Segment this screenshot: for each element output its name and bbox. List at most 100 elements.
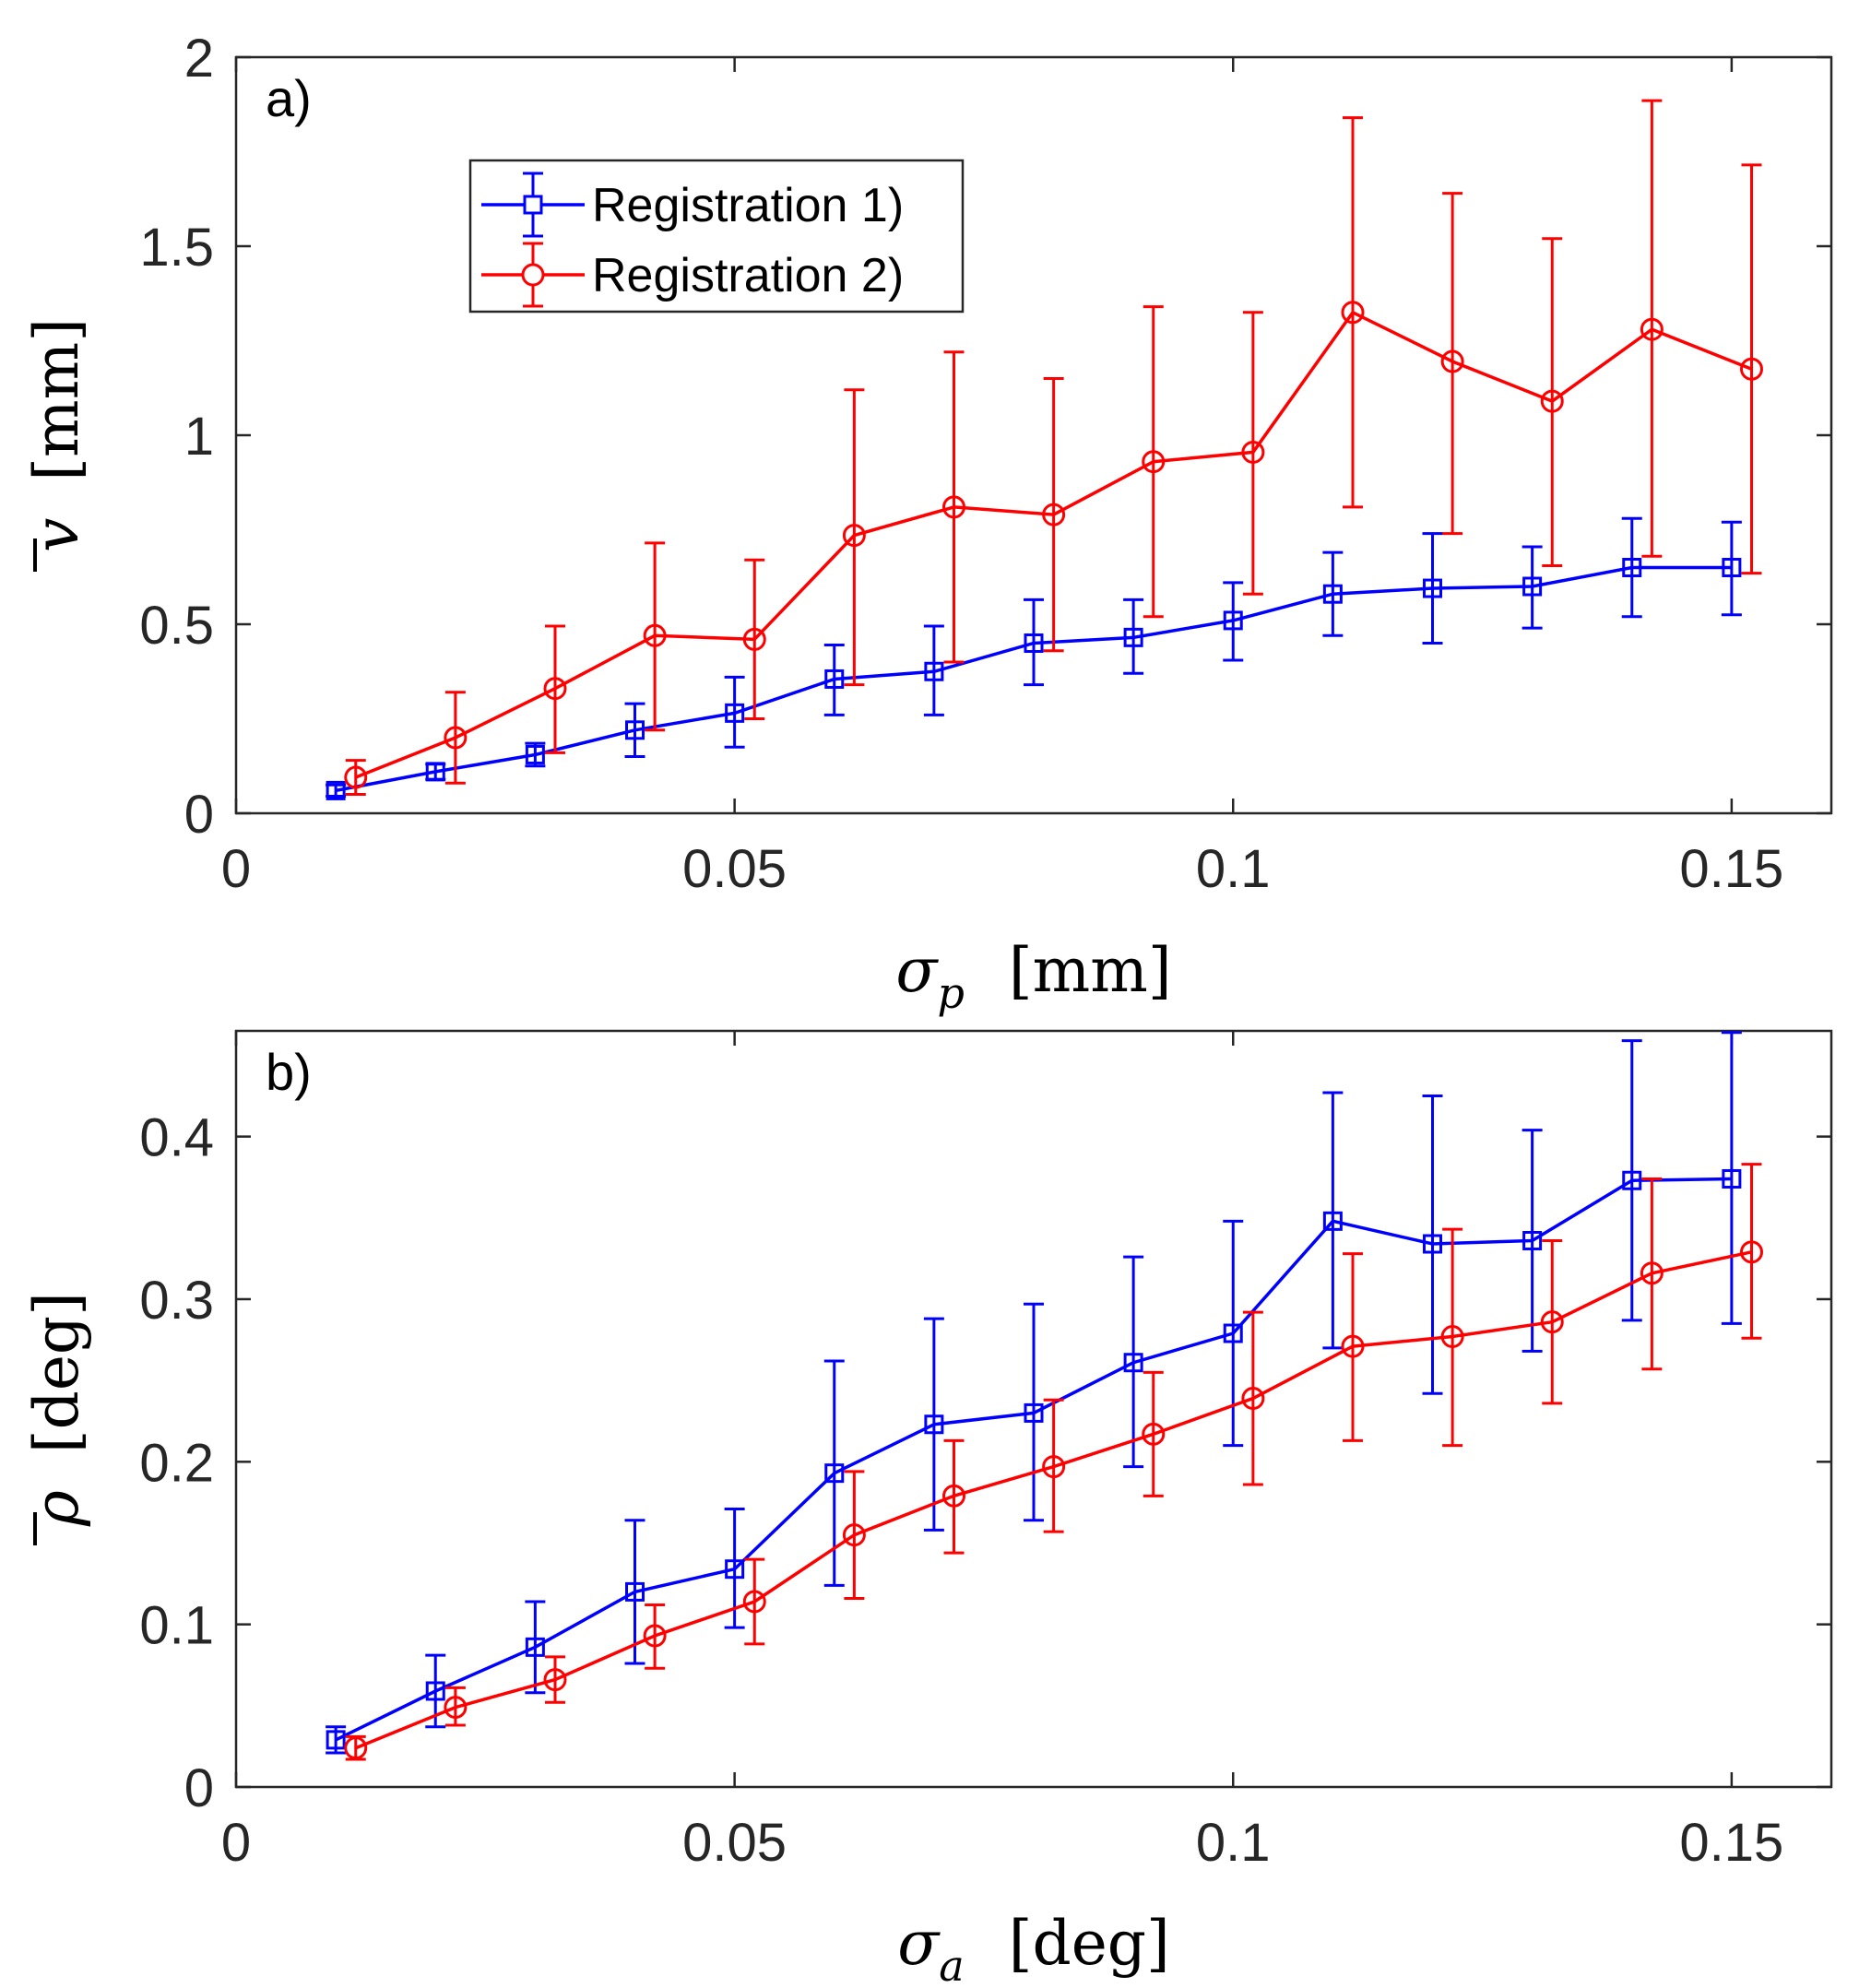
panel-a-registration-1-marker bbox=[725, 703, 745, 723]
panel-a-registration-2-marker bbox=[1142, 450, 1166, 474]
panel-a-registration-1-marker bbox=[1423, 578, 1442, 598]
panel-b-registration-2-marker bbox=[842, 1523, 866, 1547]
panel-b-registration-2-marker bbox=[1440, 1325, 1464, 1349]
panel-a-registration-2-line bbox=[355, 310, 1753, 779]
panel-b-x-symbol: σ bbox=[897, 1908, 941, 1979]
panel-b-x-tick-label: 0.05 bbox=[682, 1813, 787, 1873]
panel-b-registration-2-marker bbox=[1341, 1334, 1365, 1358]
panel-a-registration-1-marker bbox=[1024, 633, 1044, 653]
panel-b-registration-1-marker bbox=[1223, 1323, 1243, 1343]
panel-a-y-symbol: v bbox=[21, 518, 92, 552]
panel-a-y-tick-label: 1 bbox=[184, 407, 214, 467]
panel-b-x-tick-label: 0.15 bbox=[1679, 1813, 1783, 1873]
legend-label-registration-1: Registration 1) bbox=[592, 179, 904, 232]
panel-a-x-tick-label: 0 bbox=[221, 839, 251, 899]
panel-a-registration-2-marker bbox=[1341, 301, 1365, 325]
panel-b-y-tick-label: 0.4 bbox=[139, 1108, 214, 1168]
panel-b-registration-1-marker bbox=[525, 1637, 545, 1657]
panel-a-registration-2-marker bbox=[1241, 440, 1265, 464]
panel-a-y-axis-label: v [mm] bbox=[21, 318, 92, 552]
panel-b-y-unit: [deg] bbox=[21, 1292, 92, 1453]
panel-a-registration-1-marker bbox=[525, 744, 545, 764]
panel-b-registration-2-marker bbox=[543, 1668, 567, 1692]
panel-a-data bbox=[326, 99, 1763, 800]
panel-b-registration-1-marker bbox=[326, 1730, 346, 1750]
panel-b-registration-1-marker bbox=[725, 1559, 745, 1580]
panel-b-registration-2-marker bbox=[742, 1590, 766, 1614]
panel-b-registration-2-marker bbox=[1142, 1422, 1166, 1446]
legend-swatch-registration-1-marker bbox=[523, 195, 543, 215]
panel-b-registration-1-marker bbox=[625, 1581, 645, 1602]
panel-a-registration-2-marker bbox=[942, 495, 965, 519]
panel-a-registration-2-marker bbox=[842, 524, 866, 548]
legend-label-registration-2: Registration 2) bbox=[592, 249, 904, 302]
panel-a-registration-1-marker bbox=[1622, 558, 1642, 577]
panel-a-y-tick-label: 0 bbox=[184, 785, 214, 845]
panel-a-registration-2-marker bbox=[643, 623, 667, 647]
panel-b-registration-1-marker bbox=[824, 1463, 845, 1484]
legend-box bbox=[468, 159, 965, 314]
panel-b-registration-1-line bbox=[335, 1177, 1732, 1742]
panel-b-registration-2-marker bbox=[1042, 1455, 1066, 1479]
panel-b-label: b) bbox=[266, 1043, 312, 1101]
panel-b-registration-2-marker bbox=[1540, 1310, 1564, 1334]
panel-b-y-tick-label: 0.2 bbox=[139, 1433, 214, 1493]
panel-a-registration-1-marker bbox=[1123, 627, 1143, 647]
panel-a-label: a) bbox=[266, 69, 312, 127]
panel-a-registration-1-marker bbox=[326, 780, 346, 800]
panel-b-registration-2-marker bbox=[942, 1484, 965, 1508]
panel-a-ticks: 0 0.05 0.1 0.15 0 0.5 1 1.5 2 bbox=[139, 29, 1831, 899]
panel-a-registration-1-marker bbox=[1722, 558, 1742, 577]
panel-b-registration-1-marker bbox=[1123, 1353, 1143, 1373]
panel-b-y-tick-label: 0.3 bbox=[139, 1271, 214, 1331]
panel-b-registration-2-marker bbox=[344, 1736, 368, 1760]
panel-b-registration-2-marker bbox=[1241, 1387, 1265, 1411]
panel-a-registration-1-marker bbox=[924, 661, 944, 681]
panel-b-registration-1-marker bbox=[1024, 1402, 1044, 1423]
panel-a-registration-1-marker bbox=[1223, 610, 1243, 631]
panel-a-y-unit: [mm] bbox=[21, 318, 92, 481]
panel-a-registration-2-marker bbox=[1042, 503, 1066, 527]
panel-b-ticks: 0 0.05 0.1 0.15 0 0.1 0.2 0.3 0.4 bbox=[139, 1031, 1831, 1873]
panel-a-y-tick-label: 0.5 bbox=[139, 596, 214, 656]
panel-b-registration-2-marker bbox=[444, 1696, 468, 1720]
panel-a-x-tick-label: 0.05 bbox=[682, 839, 787, 899]
panel-a-x-unit: [mm] bbox=[1009, 935, 1172, 1006]
panel-b: 0 0.05 0.1 0.15 0 0.1 0.2 0.3 0.4 b) σa [deg] ρ [d… bbox=[21, 1029, 1833, 1988]
panel-b-registration-2-marker bbox=[643, 1624, 667, 1648]
panel-a-registration-1-marker bbox=[625, 720, 645, 740]
legend-swatch-registration-1 bbox=[481, 172, 585, 238]
panel-a-registration-2-marker bbox=[742, 627, 766, 651]
panel-a-x-tick-label: 0.15 bbox=[1679, 839, 1783, 899]
panel-b-registration-2-marker bbox=[1740, 1240, 1763, 1264]
panel-b-x-tick-label: 0 bbox=[221, 1813, 251, 1873]
panel-b-x-tick-label: 0.1 bbox=[1196, 1813, 1271, 1873]
panel-a-x-subscript: p bbox=[937, 968, 964, 1018]
legend-swatch-registration-2 bbox=[481, 242, 585, 308]
panel-b-data bbox=[326, 1031, 1763, 1761]
panel-a-registration-1-marker bbox=[425, 762, 445, 782]
panel-a: 0 0.05 0.1 0.15 0 0.5 1 1.5 2 a) Registration 1)… bbox=[21, 29, 1833, 1018]
panel-a-registration-2-marker bbox=[1440, 349, 1464, 373]
panel-a-registration-2-marker bbox=[1740, 357, 1763, 381]
panel-a-y-tick-label: 1.5 bbox=[139, 218, 214, 278]
panel-b-registration-2-line bbox=[355, 1250, 1752, 1750]
panel-a-y-tick-label: 2 bbox=[184, 29, 214, 89]
panel-a-x-axis-label: σp [mm] bbox=[895, 935, 1171, 1018]
panel-b-y-tick-label: 0 bbox=[184, 1758, 214, 1818]
panel-b-registration-1-marker bbox=[1722, 1168, 1742, 1189]
panel-a-registration-1-line bbox=[335, 565, 1732, 793]
panel-b-registration-1-marker bbox=[1522, 1230, 1543, 1250]
panel-a-registration-2-marker bbox=[543, 677, 567, 701]
panel-a-registration-1-marker bbox=[1322, 584, 1343, 604]
panel-b-registration-1-marker bbox=[1322, 1211, 1343, 1231]
panel-a-registration-2-marker bbox=[1640, 317, 1664, 341]
panel-a-registration-1-marker bbox=[1522, 576, 1543, 597]
panel-b-registration-1-marker bbox=[924, 1414, 944, 1435]
panel-b-registration-1-marker bbox=[425, 1681, 445, 1701]
panel-b-registration-2-marker bbox=[1640, 1261, 1664, 1285]
panel-b-registration-1-marker bbox=[1423, 1234, 1442, 1254]
panel-b-x-subscript: a bbox=[939, 1941, 964, 1988]
legend-swatch-registration-2-marker bbox=[521, 263, 545, 287]
